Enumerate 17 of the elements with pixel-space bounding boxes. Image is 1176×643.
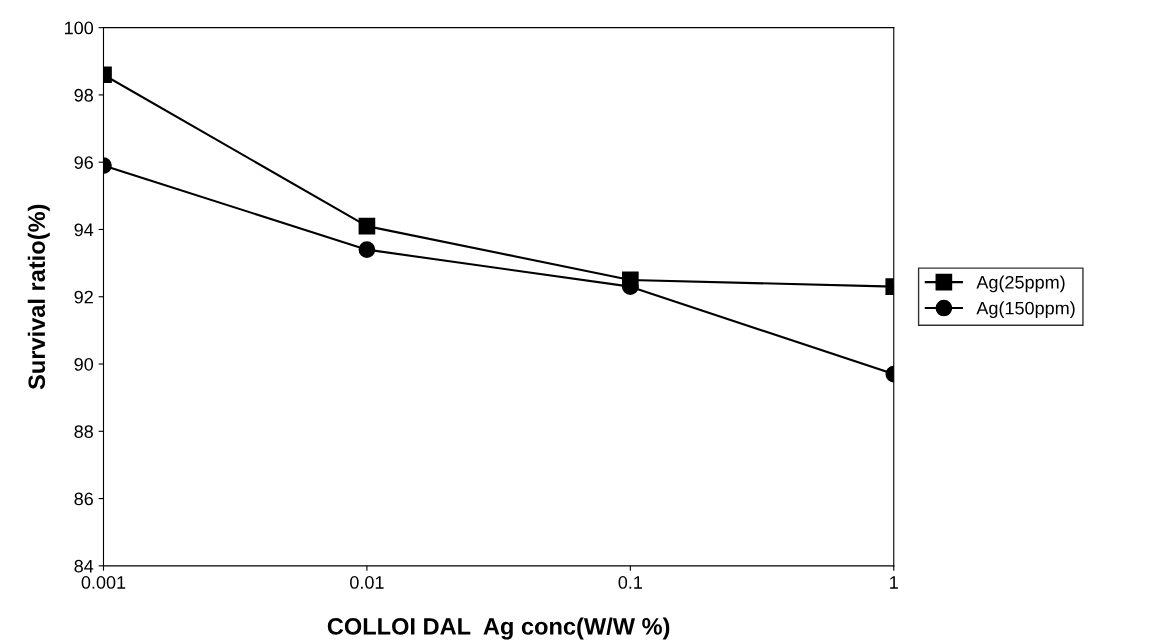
y-tick-label: 96 [74,156,93,169]
x-tick-label: 1 [890,576,898,589]
y-tick-label: 92 [74,290,93,304]
y-tick-label: 86 [74,492,93,506]
y-tick-label: 88 [74,425,93,439]
y-tick-label: 98 [74,88,93,102]
legend-label: Ag(25ppm) [976,275,1065,293]
x-axis-title: COLLOI DAL Ag conc(W/W %) [327,617,670,640]
x-tick-label: 0.001 [81,576,126,589]
x-tick-label: 0.1 [618,576,643,589]
y-tick-label: 84 [74,559,94,573]
x-tick-label: 0.01 [350,576,384,589]
y-tick-label: 94 [74,223,94,237]
legend-label: Ag(150ppm) [976,301,1075,319]
y-axis-title: Survival ratio(%) [27,204,50,390]
y-tick-label: 100 [65,21,94,35]
y-tick-label: 90 [74,357,94,371]
